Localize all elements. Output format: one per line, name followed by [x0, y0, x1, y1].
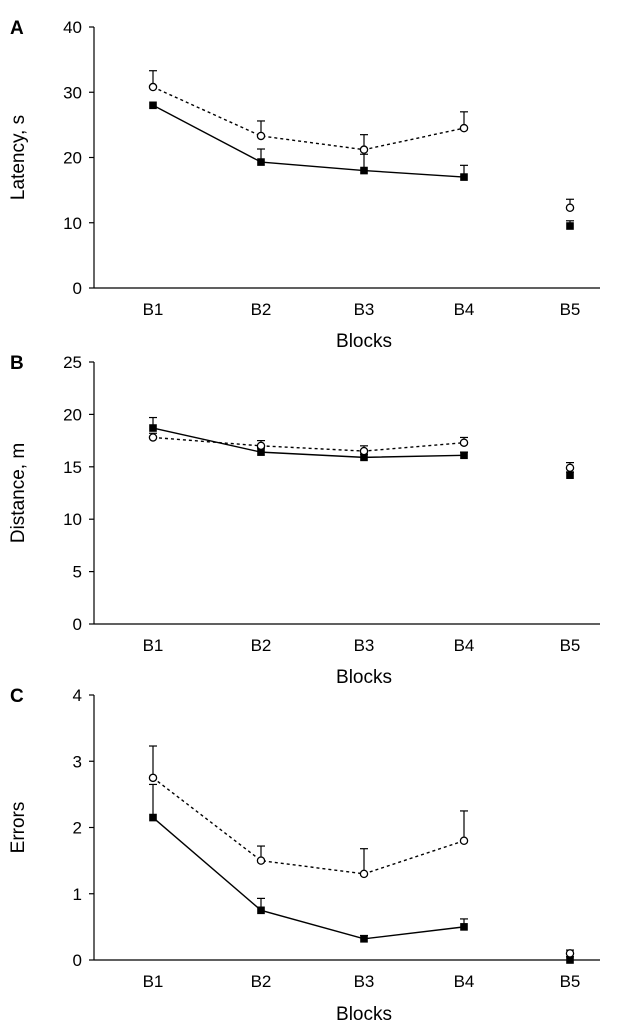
- y-tick-label: 10: [63, 214, 82, 233]
- x-tick-label: B5: [560, 972, 581, 991]
- data-point-circle: [565, 463, 575, 473]
- series-open-circle: [148, 745, 575, 958]
- data-point-circle: [459, 123, 469, 133]
- x-tick-label: B4: [454, 636, 475, 655]
- x-tick-label: B3: [354, 300, 375, 319]
- data-point-circle: [565, 949, 575, 958]
- data-point-square: [149, 813, 157, 822]
- data-point-square: [257, 906, 265, 915]
- x-tick-label: B1: [143, 636, 164, 655]
- x-tick-label: B3: [354, 636, 375, 655]
- data-point-circle: [565, 203, 575, 212]
- x-tick-label: B2: [251, 300, 272, 319]
- x-axis-title: Blocks: [336, 331, 392, 352]
- x-tick-label: B1: [143, 972, 164, 991]
- data-point-circle: [256, 131, 266, 141]
- data-point-square: [460, 923, 468, 931]
- x-tick-label: B5: [560, 636, 581, 655]
- data-point-circle: [148, 82, 158, 92]
- data-point-square: [566, 222, 574, 230]
- data-point-circle: [148, 773, 158, 783]
- panel-c: C 0 1 2 3 4 B1 B2 B3 B4 B5 Blocks Errors: [8, 686, 600, 1025]
- series-line: [152, 777, 465, 875]
- data-point-circle: [359, 145, 369, 154]
- panel-letter: A: [10, 18, 24, 39]
- y-tick-label: 40: [63, 18, 82, 37]
- data-point-circle: [459, 836, 469, 846]
- x-axis-title: Blocks: [336, 667, 392, 688]
- x-tick-label: B3: [354, 972, 375, 991]
- x-tick-label: B2: [251, 972, 272, 991]
- y-tick-label: 0: [73, 279, 82, 298]
- series-line: [152, 86, 465, 151]
- x-tick-label: B4: [454, 972, 475, 991]
- data-point-square: [566, 956, 574, 964]
- data-point-square: [360, 935, 368, 943]
- data-point-circle: [256, 441, 266, 451]
- x-tick-label: B1: [143, 300, 164, 319]
- data-point-square: [360, 166, 368, 175]
- data-point-square: [360, 453, 368, 462]
- data-point-circle: [459, 438, 469, 447]
- series-filled-square: [149, 101, 574, 230]
- y-tick-label: 25: [63, 353, 82, 372]
- data-point-circle: [359, 446, 369, 456]
- panel-b: B 0 5 10 15 20 25 B1 B2 B3 B4 B5 Blocks Distance, m: [8, 353, 600, 688]
- data-point-square: [149, 101, 157, 110]
- y-tick-label: 5: [73, 563, 82, 582]
- data-point-square: [566, 471, 574, 479]
- data-point-square: [460, 173, 468, 181]
- panel-letter: C: [10, 686, 24, 707]
- data-point-circle: [256, 856, 266, 865]
- x-tick-label: B5: [560, 300, 581, 319]
- x-tick-label: B4: [454, 300, 475, 319]
- y-tick-label: 30: [63, 83, 82, 102]
- y-tick-label: 2: [73, 819, 82, 838]
- x-axis-title: Blocks: [336, 1004, 392, 1025]
- x-tick-label: B2: [251, 636, 272, 655]
- series-line: [152, 427, 465, 459]
- y-tick-label: 4: [73, 686, 82, 705]
- data-point-circle: [148, 433, 158, 442]
- y-tick-label: 0: [73, 951, 82, 970]
- series-line: [152, 104, 465, 178]
- y-tick-label: 20: [63, 149, 82, 168]
- series-line: [152, 817, 465, 940]
- y-tick-label: 15: [63, 458, 82, 477]
- series-line: [152, 436, 465, 452]
- y-axis-title: Distance, m: [8, 443, 29, 543]
- data-point-square: [257, 158, 265, 166]
- y-axis-title: Latency, s: [8, 115, 29, 200]
- y-tick-label: 3: [73, 752, 82, 771]
- y-tick-label: 1: [73, 885, 82, 904]
- data-point-circle: [359, 869, 369, 879]
- panel-a: A 0 10 20 30 40 B1 B2 B3 B4 B5 Blocks Latency, s: [8, 18, 600, 352]
- y-tick-label: 20: [63, 405, 82, 424]
- data-point-square: [149, 424, 157, 432]
- series-open-circle: [148, 432, 575, 473]
- data-point-square: [257, 448, 265, 456]
- data-point-square: [460, 451, 468, 460]
- y-tick-label: 10: [63, 510, 82, 529]
- y-axis-title: Errors: [8, 802, 29, 854]
- panel-letter: B: [10, 353, 24, 374]
- y-tick-label: 0: [73, 615, 82, 634]
- series-open-circle: [148, 70, 575, 212]
